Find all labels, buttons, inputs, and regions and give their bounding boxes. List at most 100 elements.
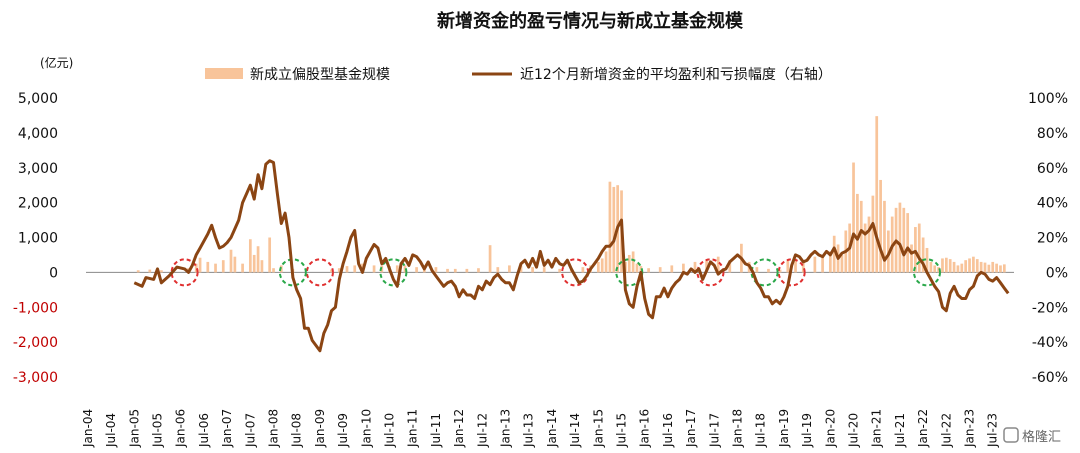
x-axis-tick: Jul-08 bbox=[290, 413, 304, 448]
bar bbox=[828, 251, 832, 273]
bar bbox=[883, 200, 886, 273]
bar bbox=[345, 266, 349, 273]
left-axis-tick: 3,000 bbox=[18, 161, 58, 177]
bar bbox=[972, 256, 975, 273]
bar bbox=[558, 268, 562, 273]
bar bbox=[999, 265, 1002, 273]
bar bbox=[867, 216, 871, 273]
right-axis-tick: 0% bbox=[1046, 265, 1068, 281]
green-dashed-circle bbox=[913, 258, 941, 287]
x-axis-tick: Jul-09 bbox=[336, 413, 350, 448]
bar bbox=[979, 261, 983, 273]
x-axis-tick: Jan-15 bbox=[591, 409, 605, 448]
bar bbox=[914, 227, 917, 273]
x-axis-tick: Jul-11 bbox=[429, 413, 443, 448]
bar bbox=[453, 268, 457, 273]
bar bbox=[921, 237, 925, 273]
bar bbox=[832, 235, 836, 273]
right-axis-tick: 40% bbox=[1037, 196, 1068, 212]
bar bbox=[863, 223, 867, 273]
bar bbox=[975, 259, 979, 273]
right-axis-tick: -60% bbox=[1032, 370, 1068, 386]
x-axis-tick: Jan-21 bbox=[870, 409, 884, 448]
watermark-text: 格隆汇 bbox=[1022, 429, 1061, 445]
bar bbox=[879, 179, 882, 273]
x-axis-tick: Jan-05 bbox=[127, 409, 141, 448]
left-axis-tick: 4,000 bbox=[18, 126, 58, 142]
bar bbox=[871, 195, 875, 273]
bar bbox=[268, 237, 272, 273]
right-axis-tick: -40% bbox=[1032, 335, 1068, 351]
bar bbox=[778, 269, 782, 273]
bar bbox=[434, 267, 438, 273]
bar bbox=[542, 267, 546, 273]
bar bbox=[898, 202, 902, 273]
red-dashed-circle bbox=[305, 258, 334, 287]
bar-series bbox=[136, 116, 1006, 273]
x-axis-tick: Jul-15 bbox=[615, 413, 629, 448]
red-dashed-circle bbox=[696, 258, 725, 287]
bar bbox=[194, 263, 198, 273]
x-axis-tick: Jul-14 bbox=[568, 413, 582, 448]
x-axis-tick: Jul-17 bbox=[707, 413, 721, 448]
x-axis-tick: Jan-08 bbox=[267, 409, 281, 448]
bar bbox=[160, 270, 163, 273]
bar bbox=[767, 268, 770, 273]
x-axis-tick: Jul-23 bbox=[986, 413, 1000, 448]
bar bbox=[496, 267, 500, 273]
bar bbox=[693, 261, 697, 273]
bar bbox=[488, 245, 492, 273]
bar bbox=[941, 258, 944, 273]
bar bbox=[933, 265, 937, 273]
bar bbox=[272, 268, 275, 273]
left-axis-tick: -2,000 bbox=[13, 335, 58, 351]
x-axis-tick: Jul-07 bbox=[243, 413, 257, 448]
bar bbox=[956, 265, 960, 273]
bar bbox=[647, 268, 650, 273]
bar bbox=[581, 267, 585, 273]
bar bbox=[840, 254, 844, 273]
left-axis-tick: -3,000 bbox=[13, 370, 58, 386]
bar bbox=[256, 246, 260, 273]
bar bbox=[600, 258, 604, 273]
x-axis-ticks: Jan-04 Jul-04 Jan-05 Jul-05 Jan-06 Jul-06 Jan-… bbox=[81, 409, 1000, 448]
bar bbox=[917, 223, 921, 273]
watermark-logo-icon bbox=[1003, 427, 1019, 443]
green-dashed-circle bbox=[750, 258, 779, 287]
left-axis-tick: 2,000 bbox=[18, 196, 58, 212]
x-axis-tick: Jan-06 bbox=[174, 409, 188, 448]
x-axis-tick: Jan-23 bbox=[963, 409, 977, 448]
bar bbox=[252, 254, 256, 273]
bar bbox=[670, 265, 674, 273]
legend-line-label: 近12个月新增资金的平均盈利和亏损幅度（右轴） bbox=[520, 67, 832, 83]
x-axis-tick: Jan-09 bbox=[313, 409, 327, 448]
x-axis-tick: Jan-19 bbox=[777, 409, 791, 448]
bar bbox=[1002, 264, 1006, 273]
bar bbox=[608, 181, 612, 273]
bar bbox=[705, 260, 708, 273]
bar bbox=[446, 268, 449, 273]
bar bbox=[801, 261, 805, 273]
bar bbox=[415, 267, 418, 273]
legend-bar-label: 新成立偏股型基金规模 bbox=[250, 66, 390, 83]
bar bbox=[813, 256, 817, 273]
bar bbox=[658, 267, 662, 273]
bar bbox=[627, 254, 631, 273]
bar bbox=[477, 268, 480, 273]
bar bbox=[519, 265, 523, 273]
x-axis-tick: Jan-12 bbox=[452, 409, 466, 448]
x-axis-tick: Jul-12 bbox=[475, 413, 489, 448]
red-dashed-circle bbox=[777, 258, 806, 287]
bar bbox=[508, 265, 511, 273]
right-axis-tick: 60% bbox=[1037, 161, 1068, 177]
bar bbox=[821, 254, 824, 273]
bar bbox=[260, 260, 264, 273]
x-axis-tick: Jan-17 bbox=[684, 409, 698, 448]
line-series bbox=[133, 159, 1010, 353]
bar bbox=[937, 267, 940, 273]
bar bbox=[968, 258, 971, 273]
bar bbox=[604, 251, 608, 273]
legend: 新成立偏股型基金规模 近12个月新增资金的平均盈利和亏损幅度（右轴） bbox=[205, 66, 832, 83]
bar bbox=[906, 213, 910, 273]
